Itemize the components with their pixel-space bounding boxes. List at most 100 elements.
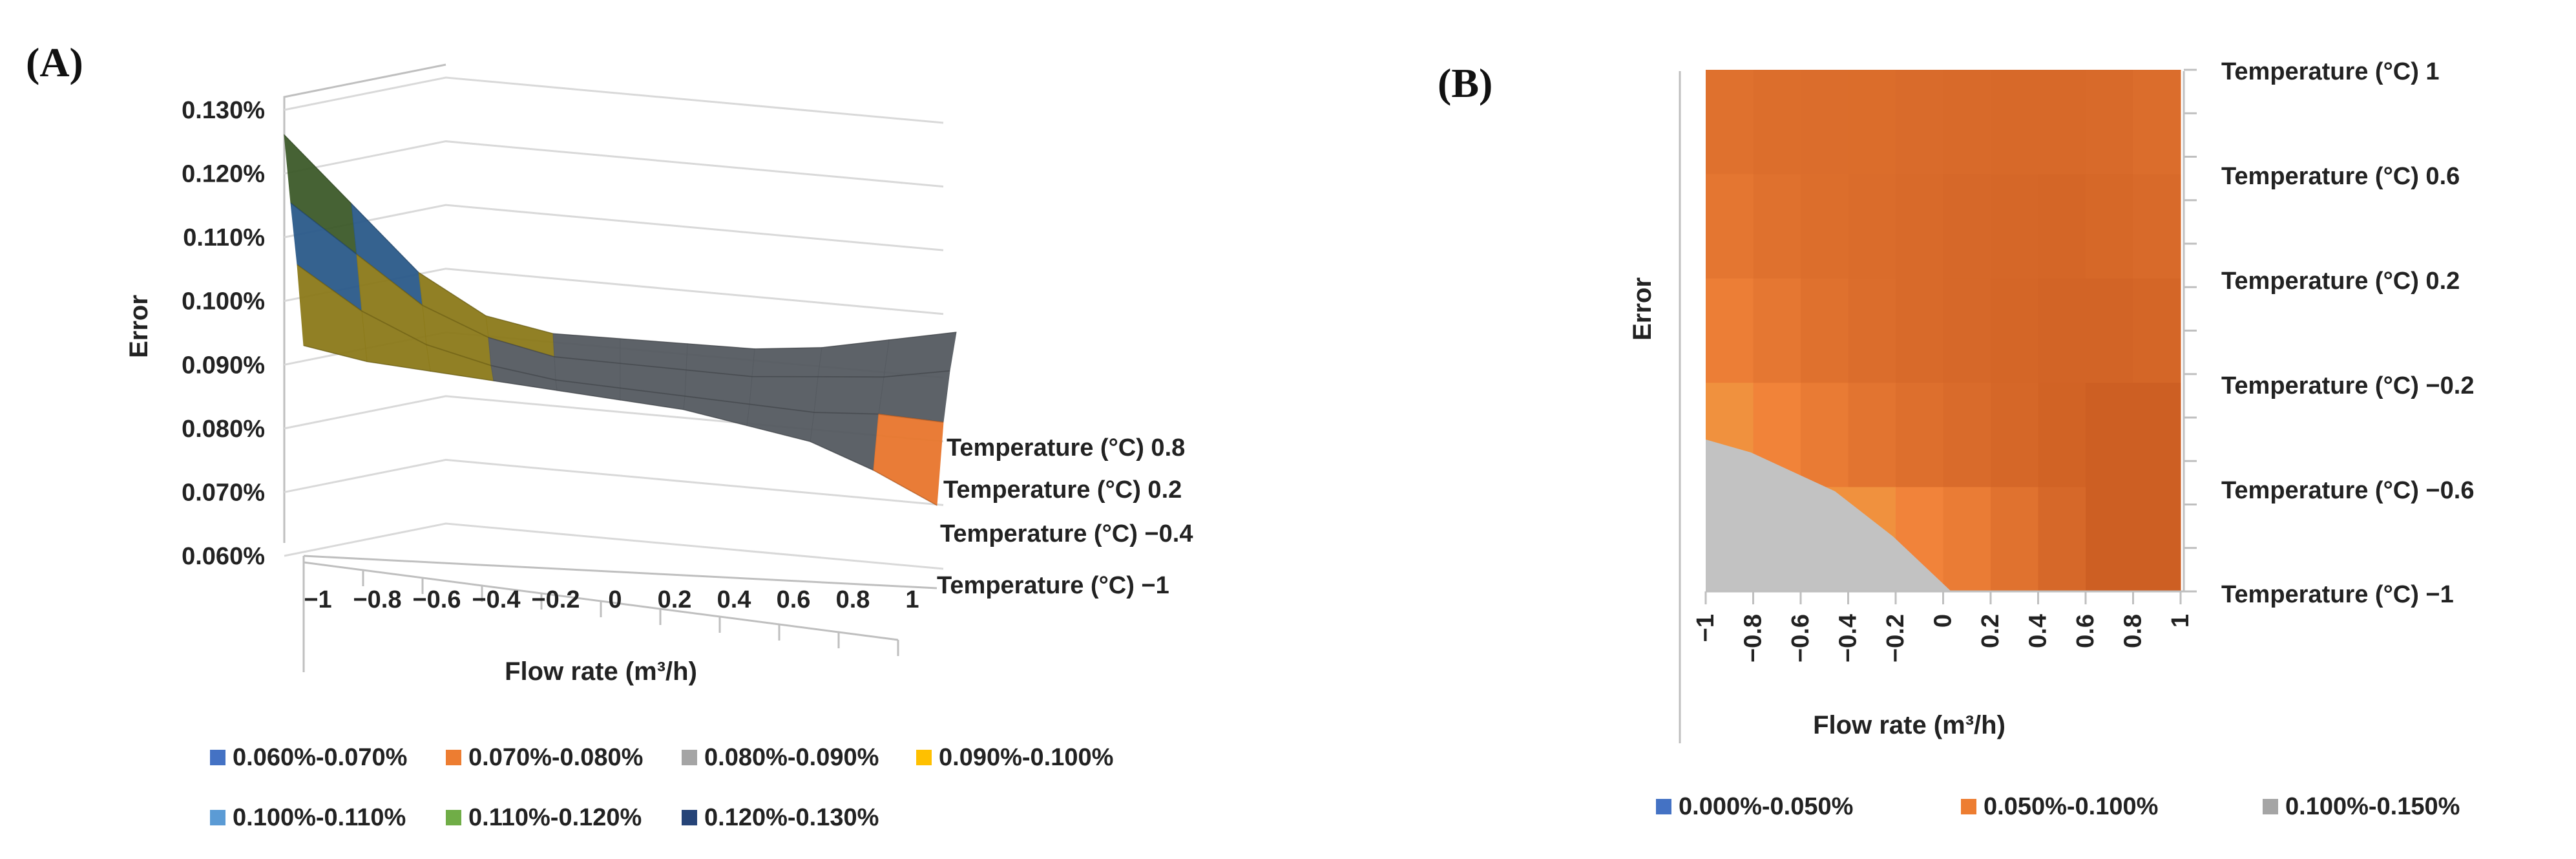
legend-label: 0.050%-0.100% [1984, 793, 2158, 820]
heatmap-cell [1848, 70, 1896, 175]
legend-item: 0.000%-0.050% [1656, 793, 1853, 820]
heatmap-cell [1801, 383, 1848, 488]
legend-swatch [1656, 799, 1671, 814]
panel-a-label: (A) [26, 39, 83, 85]
panel-a-x-axis-title: Flow rate (m³/h) [505, 657, 697, 686]
legend-label: 0.070%-0.080% [468, 744, 643, 771]
panel-b-label: (B) [1438, 60, 1492, 106]
heatmap-cell [2038, 278, 2086, 383]
heatmap-cell [1896, 174, 1943, 279]
legend-item: 0.100%-0.110% [210, 804, 406, 831]
heatmap-cell [1943, 174, 1991, 279]
right-tick-label: Temperature (°C) 0.2 [2221, 268, 2460, 295]
x-tick-label: −0.2 [1882, 614, 1909, 663]
y-gridline [284, 140, 944, 188]
heatmap-cell [1801, 70, 1848, 175]
x-tick-label: 0.2 [658, 586, 692, 613]
legend-label: 0.100%-0.150% [2285, 793, 2460, 820]
legend-swatch [682, 750, 697, 765]
heatmap-cell [1991, 70, 2038, 175]
depth-tick-label: Temperature (°C) −1 [937, 572, 1169, 599]
legend-label: 0.120%-0.130% [704, 804, 879, 831]
panel-a-y-axis-title: Error [125, 295, 153, 358]
panel-b-heatmap-chart: (B) Temperature (°C) 1 Temperature (°C) … [1438, 58, 2474, 820]
legend-item: 0.120%-0.130% [682, 804, 879, 831]
legend-item: 0.100%-0.150% [2263, 793, 2460, 820]
heatmap-cell [2133, 278, 2181, 383]
panel-b-right-tick-marks [1704, 69, 2197, 604]
y-gridline [284, 458, 944, 506]
heatmap-cell [1991, 278, 2038, 383]
x-tick-label: −0.4 [1835, 614, 1862, 663]
legend-swatch [446, 750, 461, 765]
legend-swatch [916, 750, 932, 765]
panel-a-y-ticks: 0.060% 0.070% 0.080% 0.090% 0.100% 0.110… [182, 97, 265, 570]
right-tick-label: Temperature (°C) 0.6 [2221, 163, 2460, 190]
legend-label: 0.080%-0.090% [704, 744, 879, 771]
legend-item: 0.050%-0.100% [1961, 793, 2158, 820]
legend-swatch [2263, 799, 2278, 814]
x-tick-label: 0 [1930, 614, 1957, 628]
panel-b-x-ticks: −1 −0.8 −0.6 −0.4 −0.2 0 0.2 0.4 0.6 0.8… [1692, 614, 2194, 663]
heatmap-cell [1706, 278, 1754, 383]
y-tick-label: 0.060% [182, 543, 265, 570]
heatmap-cell [2086, 383, 2133, 488]
surface-series-line [297, 264, 944, 423]
surface-cell [817, 339, 890, 377]
depth-tick-label: Temperature (°C) −0.4 [940, 520, 1193, 547]
x-tick-label: 0 [608, 586, 622, 613]
back-left-wall-edge [283, 63, 446, 543]
right-tick-label: Temperature (°C) −0.2 [2221, 372, 2474, 399]
x-tick-label: 0.8 [836, 586, 870, 613]
legend-label: 0.090%-0.100% [939, 744, 1113, 771]
panel-a-walls [283, 63, 937, 672]
y-tick-label: 0.080% [182, 416, 265, 443]
y-tick-label: 0.100% [182, 288, 265, 315]
heatmap-cell [2086, 70, 2133, 175]
heatmap-cell [2086, 487, 2133, 592]
surface-series-line [290, 202, 950, 378]
heatmap-cell [1943, 70, 1991, 175]
y-tick-label: 0.090% [182, 352, 265, 379]
heatmap-cell [2133, 70, 2181, 175]
heatmap-cell [2038, 174, 2086, 279]
x-tick-label: 0.4 [717, 586, 751, 613]
heatmap-cell [1943, 487, 1991, 592]
heatmap-cell [1848, 278, 1896, 383]
x-tick-label: 0.8 [2120, 614, 2147, 648]
heatmap-cell [1801, 174, 1848, 279]
panel-b-heatmap [1706, 70, 2181, 592]
legend-label: 0.100%-0.110% [233, 804, 406, 831]
x-tick-label: 0.4 [2025, 614, 2052, 648]
heatmap-cell [2133, 383, 2181, 488]
panel-a-surface-chart: (A) 0.060% 0.070% 0.080% 0.090% 0.100% 0… [26, 39, 1193, 831]
surface-cell [878, 370, 950, 423]
heatmap-cell [2038, 487, 2086, 592]
legend-label: 0.000%-0.050% [1679, 793, 1853, 820]
x-tick-label: −0.2 [531, 586, 580, 613]
heatmap-cell [1896, 383, 1943, 488]
y-gridline [284, 522, 944, 570]
y-tick-label: 0.070% [182, 479, 265, 506]
surface-cell [873, 414, 944, 506]
heatmap-cell [2038, 383, 2086, 488]
heatmap-cell [1896, 70, 1943, 175]
heatmap-cell [2086, 278, 2133, 383]
heatmap-cell [1753, 174, 1801, 279]
heatmap-cell [2133, 487, 2181, 592]
heatmap-cell [1753, 278, 1801, 383]
heatmap-cell [1991, 383, 2038, 488]
x-tick-label: −0.8 [1740, 614, 1767, 663]
heatmap-cell [1706, 174, 1754, 279]
panel-b-right-ticks: Temperature (°C) 1 Temperature (°C) 0.6 … [2221, 58, 2474, 608]
legend-swatch [210, 750, 225, 765]
x-tick-label: 1 [2167, 614, 2194, 628]
legend-item: 0.080%-0.090% [682, 744, 879, 771]
surface-cell [751, 347, 822, 377]
right-tick-label: Temperature (°C) −1 [2221, 581, 2454, 608]
legend-swatch [682, 810, 697, 825]
floor-back-edge [303, 555, 937, 589]
legend-item: 0.090%-0.100% [916, 744, 1113, 771]
legend-item: 0.060%-0.070% [210, 744, 407, 771]
legend-swatch [210, 810, 225, 825]
